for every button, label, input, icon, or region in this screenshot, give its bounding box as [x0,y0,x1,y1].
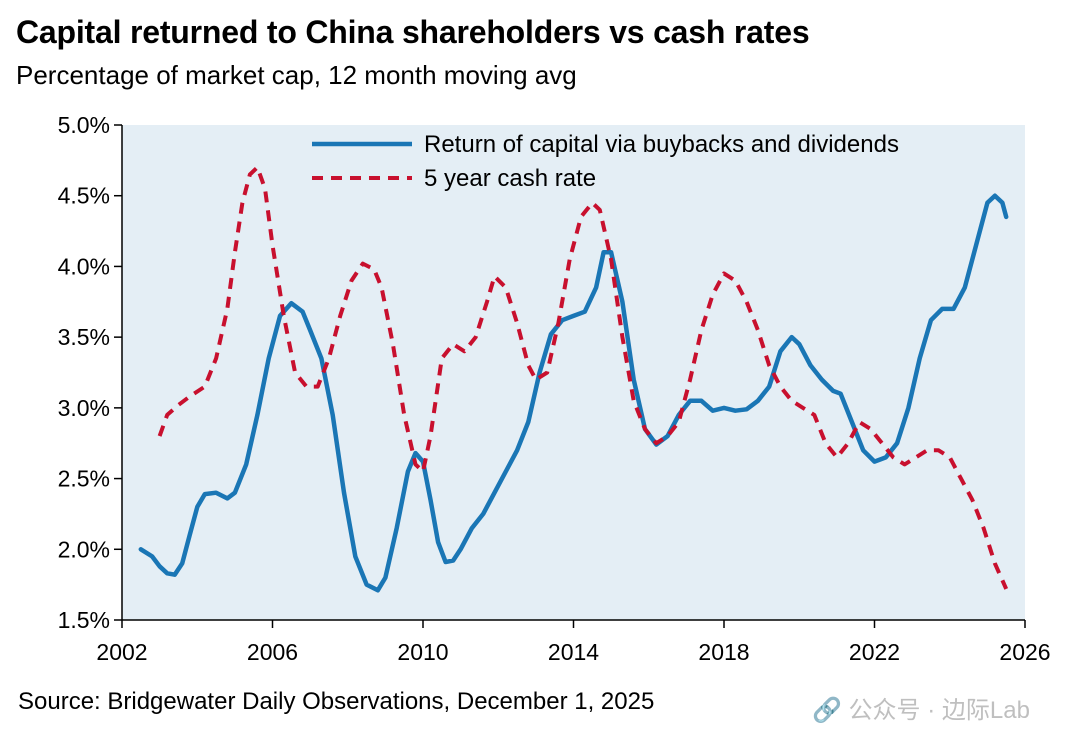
x-tick-label: 2006 [247,639,298,665]
y-tick-label: 1.5% [58,607,110,633]
series-line-return-of-capital [138,193,1009,593]
y-tick-label: 4.0% [58,253,110,279]
x-tick-label: 2022 [849,639,900,665]
series-line-cash-rate [157,165,1009,590]
y-tick-label: 5.0% [58,112,110,138]
chart-title: Capital returned to China shareholders v… [16,14,810,50]
y-tick-label: 4.5% [58,183,110,209]
x-tick-label: 2002 [96,639,147,665]
y-tick-label: 2.5% [58,466,110,492]
y-tick-label: 3.0% [58,395,110,421]
x-tick-label: 2026 [999,639,1050,665]
legend-label: Return of capital via buybacks and divid… [424,131,899,158]
plot-area [122,125,1025,620]
x-tick-label: 2010 [397,639,448,665]
legend-label: 5 year cash rate [424,165,596,192]
y-tick-label: 2.0% [58,536,110,562]
x-tick-label: 2014 [548,639,599,665]
chart-source: Source: Bridgewater Daily Observations, … [18,688,655,715]
chart-subtitle: Percentage of market cap, 12 month movin… [16,60,577,90]
y-tick-label: 3.5% [58,324,110,350]
watermark: 🔗 公众号 · 边际Lab [812,697,1030,724]
x-tick-label: 2018 [698,639,749,665]
